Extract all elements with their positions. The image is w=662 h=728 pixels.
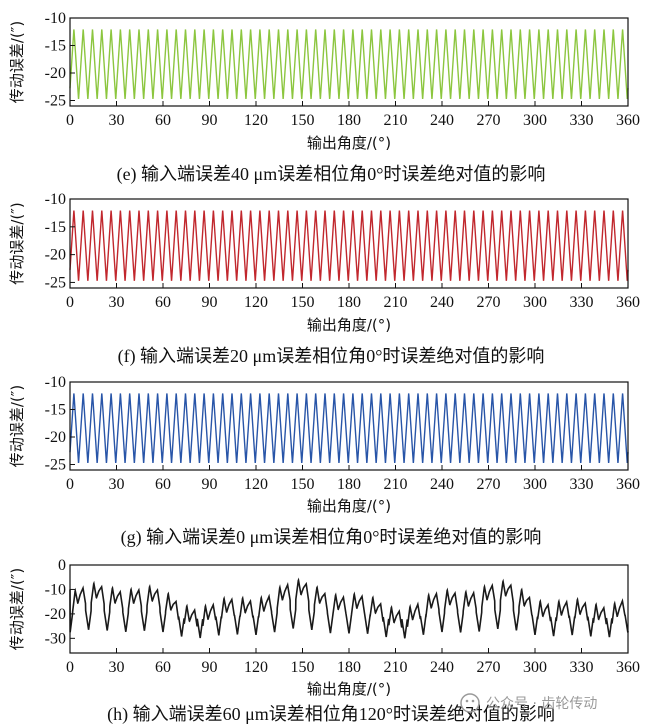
y-axis-label: 传动误差/(″) bbox=[8, 385, 26, 467]
plot-frame-3 bbox=[69, 564, 629, 654]
x-tick-label: 0 bbox=[66, 659, 74, 676]
x-tick-label: 270 bbox=[477, 476, 501, 493]
watermark: 公众号 · 齿轮传动 bbox=[460, 693, 597, 713]
x-tick-label: 60 bbox=[155, 294, 171, 311]
x-tick-label: 270 bbox=[477, 659, 501, 676]
series-line-3 bbox=[69, 577, 629, 639]
y-tick-label: -10 bbox=[45, 581, 66, 598]
y-tick-label: -25 bbox=[45, 274, 66, 291]
y-tick-label: -10 bbox=[45, 10, 66, 27]
x-tick-label: 210 bbox=[384, 294, 408, 311]
x-tick-label: 120 bbox=[244, 112, 268, 129]
x-axis-label: 输出角度/(°) bbox=[307, 134, 391, 152]
x-axis-label: 输出角度/(°) bbox=[307, 497, 391, 515]
y-tick-label: -10 bbox=[45, 191, 66, 208]
x-tick-label: 240 bbox=[430, 659, 454, 676]
x-tick-label: 300 bbox=[523, 476, 547, 493]
x-tick-label: 90 bbox=[202, 659, 218, 676]
y-axis-label: 传动误差/(″) bbox=[8, 568, 26, 650]
x-tick-label: 360 bbox=[616, 112, 640, 129]
watermark-text: 公众号 · 齿轮传动 bbox=[486, 696, 597, 712]
x-tick-label: 0 bbox=[66, 112, 74, 129]
y-axis-label: 传动误差/(″) bbox=[8, 202, 26, 284]
chart-panel-0: 0 30 60 90 120 150 180 210 240 270 300 330 360 -10 -15… bbox=[8, 10, 640, 185]
x-tick-label: 210 bbox=[384, 476, 408, 493]
x-axis-label: 输出角度/(°) bbox=[307, 680, 391, 698]
x-tick-label: 30 bbox=[109, 112, 125, 129]
series-line-2 bbox=[69, 393, 629, 464]
y-tick-label: 0 bbox=[58, 557, 66, 574]
x-tick-label: 30 bbox=[109, 476, 125, 493]
x-tick-label: 360 bbox=[616, 294, 640, 311]
x-tick-label: 180 bbox=[337, 659, 361, 676]
panel-caption: (f) 输入端误差20 μm误差相位角0°时误差绝对值的影响 bbox=[118, 346, 545, 367]
y-tick-label: -20 bbox=[45, 606, 66, 623]
wechat-icon bbox=[460, 693, 480, 713]
x-tick-label: 150 bbox=[291, 112, 315, 129]
y-tick-label: -20 bbox=[45, 65, 66, 82]
panel-caption: (e) 输入端误差40 μm误差相位角0°时误差绝对值的影响 bbox=[117, 164, 546, 185]
x-tick-label: 90 bbox=[202, 112, 218, 129]
y-tick-label: -25 bbox=[45, 93, 66, 110]
x-tick-label: 120 bbox=[244, 476, 268, 493]
x-tick-label: 240 bbox=[430, 112, 454, 129]
x-tick-label: 150 bbox=[291, 476, 315, 493]
x-tick-label: 360 bbox=[616, 476, 640, 493]
x-tick-label: 240 bbox=[430, 294, 454, 311]
x-tick-label: 0 bbox=[66, 476, 74, 493]
x-tick-label: 330 bbox=[570, 294, 594, 311]
y-tick-label: -15 bbox=[45, 38, 66, 55]
series-line-0 bbox=[69, 29, 629, 100]
y-tick-label: -20 bbox=[45, 429, 66, 446]
x-tick-label: 270 bbox=[477, 112, 501, 129]
y-tick-label: -30 bbox=[45, 630, 66, 647]
y-axis-label: 传动误差/(″) bbox=[8, 21, 26, 103]
x-axis-label: 输出角度/(°) bbox=[307, 316, 391, 334]
chart-panel-2: 0 30 60 90 120 150 180 210 240 270 300 330 360 -10 -15… bbox=[8, 374, 640, 548]
series-line-1 bbox=[69, 210, 629, 281]
y-tick-label: -25 bbox=[45, 457, 66, 474]
x-tick-label: 300 bbox=[523, 294, 547, 311]
x-tick-label: 150 bbox=[291, 294, 315, 311]
x-tick-label: 330 bbox=[570, 112, 594, 129]
x-tick-label: 180 bbox=[337, 112, 361, 129]
y-tick-label: -20 bbox=[45, 247, 66, 264]
x-tick-label: 60 bbox=[155, 659, 171, 676]
x-tick-label: 300 bbox=[523, 112, 547, 129]
x-tick-label: 300 bbox=[523, 659, 547, 676]
panel-caption: (g) 输入端误差0 μm误差相位角0°时误差绝对值的影响 bbox=[121, 527, 542, 548]
x-tick-label: 120 bbox=[244, 294, 268, 311]
x-tick-label: 60 bbox=[155, 112, 171, 129]
x-tick-label: 90 bbox=[202, 476, 218, 493]
x-tick-label: 210 bbox=[384, 659, 408, 676]
chart-panel-3: 0 30 60 90 120 150 180 210 240 270 300 330 360 0 -10 -2… bbox=[8, 557, 640, 725]
x-tick-label: 330 bbox=[570, 659, 594, 676]
y-tick-label: -10 bbox=[45, 374, 66, 391]
x-tick-label: 210 bbox=[384, 112, 408, 129]
x-tick-label: 60 bbox=[155, 476, 171, 493]
x-tick-label: 120 bbox=[244, 659, 268, 676]
panel-caption: (h) 输入端误差60 μm误差相位角120°时误差绝对值的影响 bbox=[107, 704, 555, 725]
x-tick-label: 30 bbox=[109, 659, 125, 676]
x-tick-label: 270 bbox=[477, 294, 501, 311]
x-tick-label: 0 bbox=[66, 294, 74, 311]
x-tick-label: 180 bbox=[337, 294, 361, 311]
y-tick-label: -15 bbox=[45, 219, 66, 236]
x-tick-label: 360 bbox=[616, 659, 640, 676]
chart-panel-1: 0 30 60 90 120 150 180 210 240 270 300 330 360 -10 -15… bbox=[8, 191, 640, 367]
x-tick-label: 150 bbox=[291, 659, 315, 676]
x-tick-label: 90 bbox=[202, 294, 218, 311]
x-tick-label: 30 bbox=[109, 294, 125, 311]
x-tick-label: 240 bbox=[430, 476, 454, 493]
x-tick-label: 180 bbox=[337, 476, 361, 493]
y-tick-label: -15 bbox=[45, 402, 66, 419]
x-tick-label: 330 bbox=[570, 476, 594, 493]
